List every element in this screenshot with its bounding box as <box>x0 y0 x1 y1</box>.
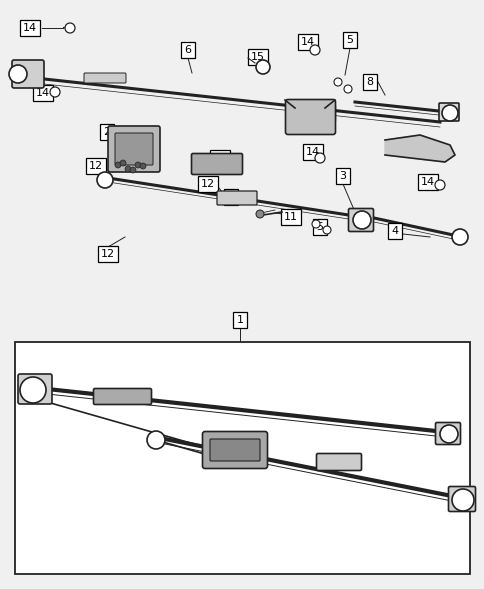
FancyBboxPatch shape <box>435 422 459 445</box>
FancyBboxPatch shape <box>12 60 44 88</box>
FancyBboxPatch shape <box>216 191 257 205</box>
Circle shape <box>343 85 351 93</box>
FancyBboxPatch shape <box>285 100 335 134</box>
Text: 2: 2 <box>103 127 110 137</box>
Circle shape <box>451 229 467 245</box>
Circle shape <box>147 431 165 449</box>
Text: 6: 6 <box>184 45 191 55</box>
Text: 12: 12 <box>200 179 214 189</box>
FancyBboxPatch shape <box>316 454 361 471</box>
Circle shape <box>256 210 263 218</box>
Circle shape <box>135 162 141 168</box>
Text: 8: 8 <box>366 77 373 87</box>
FancyBboxPatch shape <box>84 73 126 83</box>
Text: 10: 10 <box>212 153 227 163</box>
Circle shape <box>322 226 330 234</box>
Circle shape <box>439 425 457 443</box>
Circle shape <box>333 78 341 86</box>
Circle shape <box>314 153 324 163</box>
Text: 5: 5 <box>346 35 353 45</box>
Text: 14: 14 <box>36 88 50 98</box>
FancyBboxPatch shape <box>191 154 242 174</box>
Circle shape <box>309 45 319 55</box>
Circle shape <box>441 105 457 121</box>
FancyBboxPatch shape <box>115 133 152 165</box>
Circle shape <box>115 162 121 168</box>
Circle shape <box>451 489 473 511</box>
FancyBboxPatch shape <box>202 432 267 468</box>
Text: 12: 12 <box>89 161 103 171</box>
Text: 14: 14 <box>420 177 434 187</box>
Circle shape <box>65 23 75 33</box>
Text: 11: 11 <box>284 212 297 222</box>
FancyBboxPatch shape <box>18 374 52 404</box>
Text: 13: 13 <box>408 143 422 153</box>
Text: 14: 14 <box>23 23 37 33</box>
FancyBboxPatch shape <box>448 487 474 511</box>
Text: 1: 1 <box>236 315 243 325</box>
Polygon shape <box>384 135 454 162</box>
FancyBboxPatch shape <box>93 389 151 405</box>
Circle shape <box>125 166 131 172</box>
Text: 3: 3 <box>339 171 346 181</box>
Text: 9: 9 <box>227 192 234 202</box>
FancyBboxPatch shape <box>108 126 160 172</box>
Text: 15: 15 <box>251 52 264 62</box>
FancyBboxPatch shape <box>438 103 458 121</box>
Text: 14: 14 <box>305 147 319 157</box>
Text: 5: 5 <box>316 222 323 232</box>
Text: 12: 12 <box>101 249 115 259</box>
Circle shape <box>120 160 126 166</box>
Circle shape <box>140 163 146 169</box>
Circle shape <box>256 60 270 74</box>
Circle shape <box>9 65 27 83</box>
Circle shape <box>130 167 136 173</box>
Circle shape <box>352 211 370 229</box>
Text: 14: 14 <box>300 37 315 47</box>
Circle shape <box>434 180 444 190</box>
Circle shape <box>20 377 46 403</box>
Text: 7: 7 <box>324 108 331 118</box>
Text: 4: 4 <box>391 226 398 236</box>
Bar <box>15 342 469 574</box>
Circle shape <box>97 172 113 188</box>
FancyBboxPatch shape <box>210 439 259 461</box>
Circle shape <box>311 220 319 228</box>
FancyBboxPatch shape <box>348 209 373 231</box>
Circle shape <box>50 87 60 97</box>
